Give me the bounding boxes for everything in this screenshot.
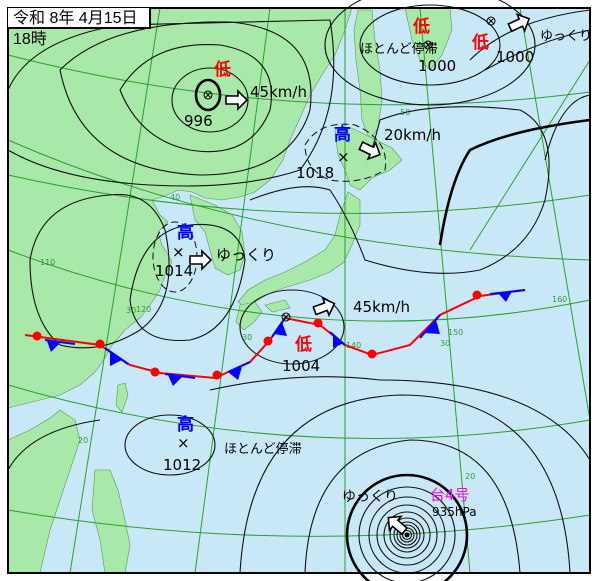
x-mark-icon: ×	[337, 148, 350, 166]
pressure-system-low-1004: 低 1004 45km/h	[282, 298, 410, 375]
map-frame	[7, 7, 591, 574]
taiwan	[115, 382, 129, 413]
pressure-system-high-1014: 高 1014 ゆっくり	[155, 222, 276, 280]
grid-label: 40	[170, 193, 180, 202]
low-center-icon	[486, 16, 496, 26]
pressure-system-low-996: 低 996 45km/h	[184, 59, 307, 130]
grid-label: 30	[126, 306, 136, 315]
pressure-value: 1000	[496, 48, 534, 66]
motion-label: 45km/h	[353, 298, 410, 316]
motion-arrow-icon	[189, 249, 213, 271]
map-title: 令和 8年 4月15日18時	[8, 8, 151, 48]
pressure-value: 996	[184, 112, 213, 130]
motion-arrows	[189, 13, 531, 536]
pressure-system-high-1018: 高 1018 20km/h	[296, 124, 441, 182]
grid-label: 20	[465, 472, 475, 481]
grid-label: 140	[346, 341, 361, 350]
motion-label: ゆっくり	[540, 29, 592, 44]
motion-label: 20km/h	[384, 126, 441, 144]
grid-label: 110	[40, 258, 55, 267]
pressure-system-high-1012: 高 1012 ほとんど停滞	[163, 414, 302, 474]
grid-label: 30	[242, 333, 252, 342]
typhoon-pressure: 935hPa	[432, 505, 477, 519]
philippines	[91, 469, 131, 574]
motion-arrow-icon	[225, 89, 249, 111]
pressure-system-low-1000-west: 低 1000 ほとんど停滞	[360, 16, 456, 75]
graticule: 50 40 30 30 20 20 30 110 120 140 150 160	[7, 7, 591, 574]
motion-label: ほとんど停滞	[360, 41, 438, 57]
center-marks: × × ×	[172, 16, 496, 452]
low-center-icon	[203, 90, 213, 100]
low-center-icon	[281, 312, 291, 322]
pressure-system-low-1000-east: 低 1000 ゆっくり	[471, 29, 592, 66]
pressure-value: 1018	[296, 164, 334, 182]
motion-label: ほとんど停滞	[224, 441, 302, 457]
low-label: 低	[471, 32, 489, 53]
typhoon-name: 台4号	[430, 486, 470, 504]
high-label: 高	[334, 124, 351, 145]
x-mark-icon: ×	[177, 434, 190, 452]
pressure-value: 1000	[418, 57, 456, 75]
stationary-front	[24, 289, 526, 386]
isobars	[7, 0, 591, 574]
x-mark-icon: ×	[172, 243, 185, 261]
pressure-value: 1012	[163, 456, 201, 474]
grid-label: 150	[448, 328, 463, 337]
motion-arrow-icon	[507, 13, 531, 33]
pressure-value: 1014	[155, 262, 193, 280]
pressure-value: 1004	[282, 357, 320, 375]
motion-label: ゆっくり	[216, 246, 276, 264]
grid-label: 30	[440, 339, 450, 348]
kamchatka	[404, 7, 453, 71]
high-label: 高	[177, 222, 194, 243]
sakhalin	[353, 9, 383, 141]
typhoon-4: 台4号 935hPa ゆっくり	[342, 486, 477, 519]
asia-mainland	[7, 7, 353, 409]
low-label: 低	[412, 16, 430, 37]
low-label: 低	[213, 59, 231, 80]
high-label: 高	[177, 414, 194, 435]
grid-label: 20	[78, 436, 88, 445]
low-center-icon	[423, 40, 433, 50]
typhoon-isobars	[345, 473, 469, 581]
shikoku-kyushu	[235, 299, 291, 331]
grid-label: 120	[136, 305, 151, 314]
motion-label: 45km/h	[250, 83, 307, 101]
motion-arrow-icon	[387, 515, 409, 536]
motion-arrow-icon	[312, 296, 336, 318]
motion-arrow-icon	[358, 140, 381, 161]
motion-label: ゆっくり	[342, 489, 398, 505]
low-label: 低	[294, 334, 312, 355]
grid-label: 160	[552, 295, 567, 304]
